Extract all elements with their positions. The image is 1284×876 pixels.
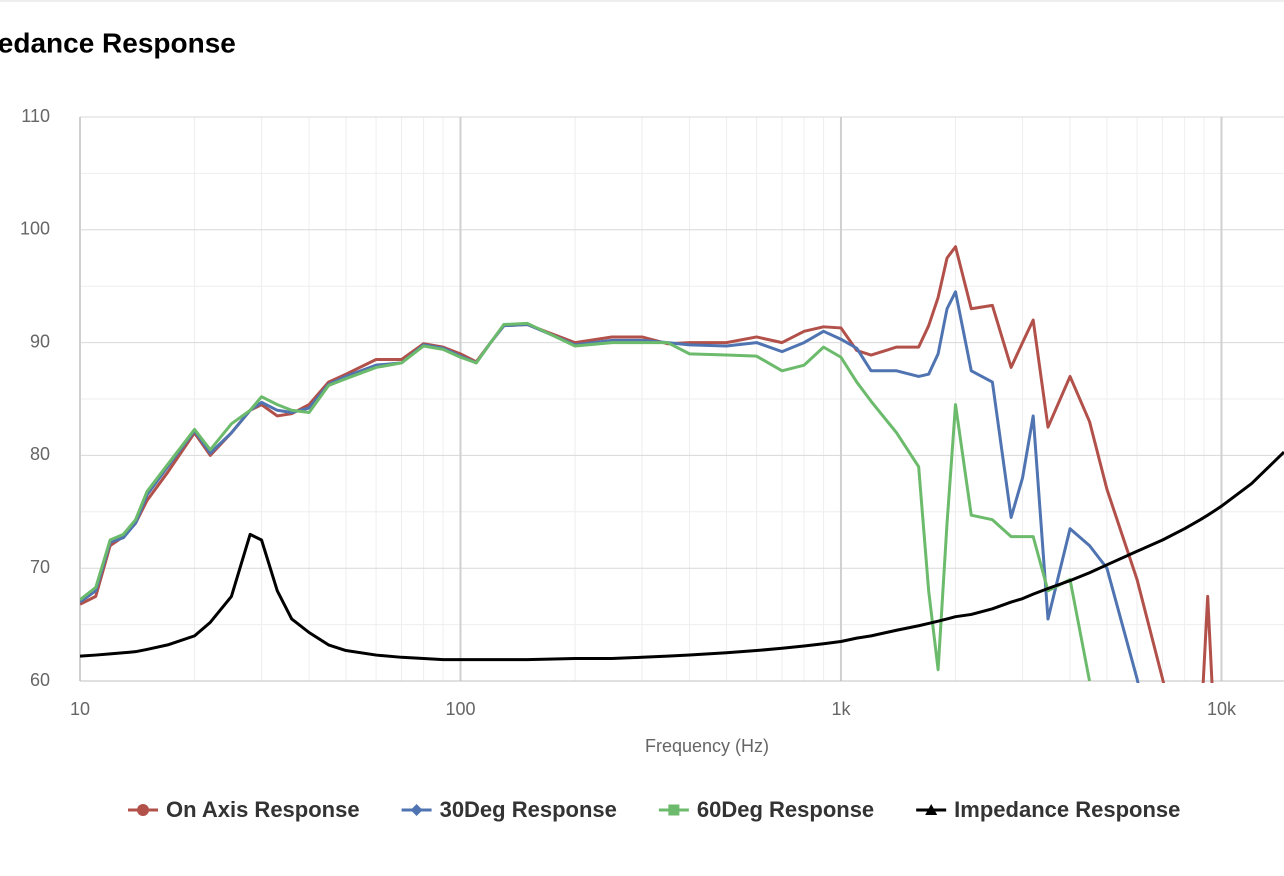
- x-tick-label: 10: [70, 699, 90, 719]
- legend-marker: [410, 804, 423, 816]
- legend-marker: [668, 804, 680, 816]
- series-line: [80, 450, 1284, 662]
- series-line: [80, 290, 1140, 683]
- x-tick-label: 1k: [831, 699, 851, 719]
- y-tick-label: 70: [30, 557, 50, 577]
- legend-label: 60Deg Response: [697, 797, 874, 822]
- y-tick-label: 100: [20, 219, 50, 239]
- y-tick-label: 110: [21, 106, 50, 126]
- legend-label: On Axis Response: [166, 797, 360, 822]
- x-tick-label: 100: [445, 699, 475, 719]
- x-axis-title: Frequency (Hz): [645, 736, 769, 756]
- legend: On Axis Response 30Deg Response 60Deg Resp…: [128, 797, 1180, 822]
- legend-label: 30Deg Response: [440, 797, 617, 822]
- y-tick-label: 90: [30, 331, 50, 351]
- legend-label: Impedance Response: [954, 797, 1180, 822]
- x-tick-label: 10k: [1207, 699, 1237, 719]
- series-line: [80, 245, 1214, 683]
- grid: 60 70 80 90 100 110 10 100 1k 10k: [20, 106, 1284, 719]
- y-tick-label: 80: [30, 444, 50, 464]
- legend-marker: [925, 804, 938, 815]
- chart-title: Impedance Response: [0, 27, 236, 58]
- series-line: [80, 321, 1091, 682]
- y-tick-label: 60: [30, 670, 50, 690]
- plot-lines: [80, 245, 1284, 683]
- legend-marker: [137, 804, 149, 816]
